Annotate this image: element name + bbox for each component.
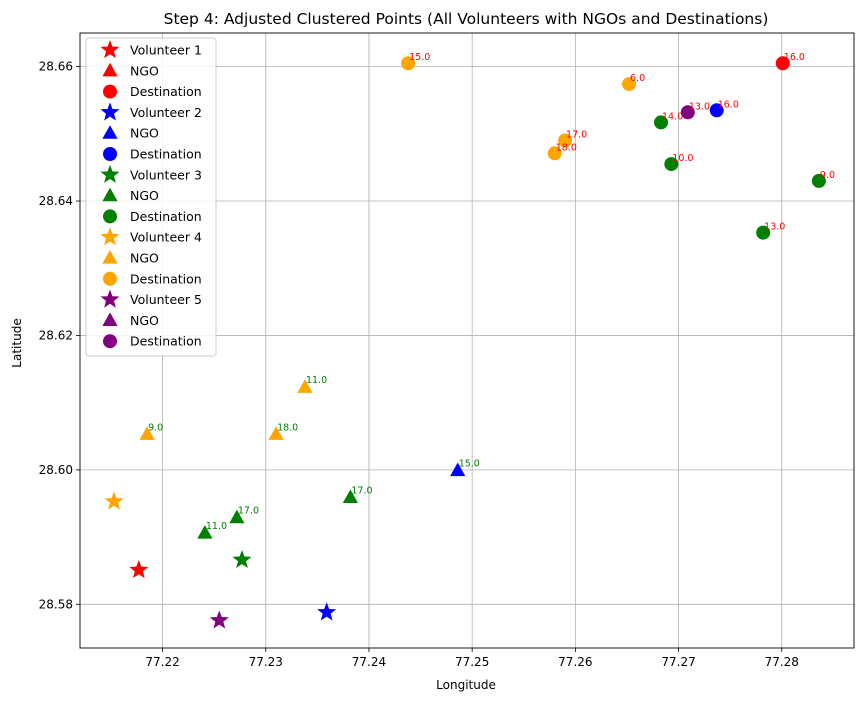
legend-entry-label: Volunteer 5	[130, 292, 202, 307]
legend-star-icon	[100, 289, 120, 308]
legend-entry-label: Destination	[130, 334, 202, 349]
x-axis-label: Longitude	[436, 678, 496, 692]
ngo-annotation: 11.0	[306, 375, 327, 386]
series-group-3: 14.0 10.0 9.0 13.0 11.0 17.0 17.0	[197, 111, 835, 569]
legend-circle-icon	[103, 84, 117, 99]
volunteer-star	[129, 560, 149, 579]
legend-triangle-icon	[102, 250, 118, 264]
x-tick-label: 77.26	[558, 655, 592, 669]
ngo-annotation: 15.0	[459, 459, 480, 470]
ngo-annotation: 17.0	[238, 506, 259, 517]
destination-point	[775, 56, 790, 71]
destination-point	[664, 157, 679, 172]
legend-entry-label: Destination	[130, 84, 202, 99]
destination-annotation: 16.0	[784, 52, 805, 63]
destination-point	[654, 115, 669, 130]
legend-circle-icon	[103, 209, 117, 224]
legend-triangle-icon	[102, 62, 118, 77]
volunteer-star	[232, 549, 252, 569]
legend-triangle-icon	[102, 312, 118, 326]
ngo-annotation: 9.0	[148, 422, 163, 433]
legend-triangle-icon	[102, 125, 118, 139]
series-group-4: 15.06.017.018.09.0 18.011.0	[104, 52, 645, 510]
chart-title: Step 4: Adjusted Clustered Points (All V…	[164, 10, 769, 28]
legend-entry-label: NGO	[130, 63, 159, 78]
legend-triangle-icon	[102, 187, 118, 202]
destination-point	[680, 105, 695, 120]
y-axis-label: Latitude	[10, 318, 24, 367]
volunteer-star	[104, 491, 124, 510]
ngo-point	[450, 462, 466, 477]
y-tick-label: 28.58	[39, 597, 73, 611]
plot-frame	[79, 32, 855, 649]
ngo-point	[297, 379, 313, 393]
destination-annotation: 6.0	[630, 73, 645, 84]
x-tick-label: 77.24	[352, 655, 386, 669]
destination-point	[558, 133, 573, 148]
volunteer-star	[209, 610, 229, 629]
series-group-5: 13.0	[209, 101, 710, 629]
legend-entry-label: Destination	[130, 209, 202, 224]
y-tick-label: 28.60	[39, 463, 73, 477]
legend-star-icon	[100, 102, 120, 121]
x-tick-label: 77.27	[661, 655, 695, 669]
destination-point	[547, 146, 562, 161]
legend-star-icon	[100, 164, 120, 183]
legend-circle-icon	[103, 147, 117, 161]
destination-point	[709, 103, 724, 118]
legend-circle-icon	[103, 334, 117, 349]
y-tick-label: 28.66	[39, 60, 73, 74]
x-tick-label: 77.23	[249, 655, 283, 669]
legend: Volunteer 1 NGO Destination Volunteer 2 NGO D…	[85, 37, 217, 357]
destination-annotation: 17.0	[566, 130, 587, 141]
destination-annotation: 13.0	[689, 101, 710, 112]
destination-point	[811, 173, 826, 188]
legend-entry-label: Volunteer 1	[130, 43, 202, 58]
series-group-1: 16.0	[129, 52, 805, 579]
legend-entry-label: Volunteer 2	[130, 105, 202, 120]
destination-annotation: 14.0	[662, 111, 683, 122]
legend-circle-icon	[103, 271, 117, 286]
destination-annotation: 15.0	[409, 52, 430, 63]
destination-annotation: 18.0	[556, 142, 577, 153]
grid-lines	[80, 33, 854, 648]
legend-entry-label: NGO	[130, 251, 159, 266]
legend-star-icon	[100, 40, 120, 59]
destination-annotation: 16.0	[718, 99, 739, 110]
legend-star-icon	[100, 227, 120, 246]
series-group-2: 16.0 15.0	[317, 99, 739, 621]
legend-entry-label: Volunteer 4	[130, 230, 202, 245]
destination-annotation: 9.0	[820, 170, 835, 181]
destination-annotation: 13.0	[764, 222, 785, 233]
legend-entry-label: NGO	[130, 126, 159, 141]
ngo-point	[197, 525, 213, 539]
x-tick-label: 77.25	[455, 655, 489, 669]
legend-entry-label: NGO	[130, 313, 159, 328]
legend-entry-label: Destination	[130, 147, 202, 162]
destination-annotation: 10.0	[672, 153, 693, 164]
volunteer-star	[317, 602, 337, 621]
destination-point	[401, 56, 416, 71]
ngo-point	[268, 426, 284, 440]
y-tick-label: 28.62	[39, 328, 73, 342]
x-tick-label: 77.22	[145, 655, 179, 669]
destination-point	[756, 225, 771, 240]
ngo-point	[229, 509, 245, 524]
legend-box	[85, 37, 217, 357]
legend-entry-label: Destination	[130, 271, 202, 286]
ngo-annotation: 18.0	[277, 422, 298, 433]
y-tick-label: 28.64	[39, 194, 73, 208]
ngo-point	[342, 489, 358, 504]
destination-point	[622, 77, 637, 92]
ngo-point	[139, 426, 155, 440]
ngo-annotation: 11.0	[206, 521, 227, 532]
legend-entry-label: NGO	[130, 188, 159, 203]
data-marks: 16.016.015.014.010.09.013.011.017.017.01…	[104, 52, 835, 629]
x-tick-label: 77.28	[765, 655, 799, 669]
axes: 77.22 77.23 77.24 77.25 77.26 77.27 77.28 28.58…	[39, 32, 855, 669]
legend-entry-label: Volunteer 3	[130, 167, 202, 182]
ngo-annotation: 17.0	[351, 485, 372, 496]
